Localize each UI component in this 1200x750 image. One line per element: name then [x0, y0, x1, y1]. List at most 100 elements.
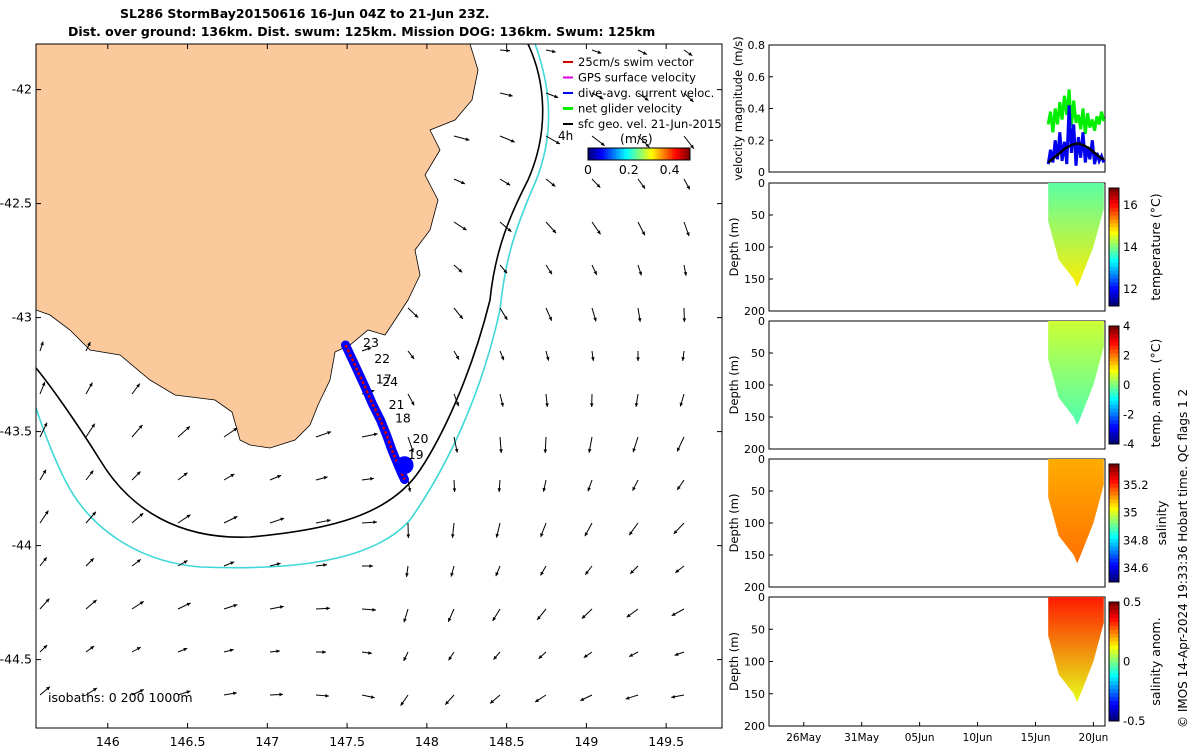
salinity-anomaly-section-ytick: 0: [758, 591, 765, 604]
current-vector-head: [683, 271, 688, 276]
current-vector-head: [551, 49, 556, 54]
temperature-anomaly-section-colorbar-segment: [1109, 404, 1119, 410]
current-vector-head: [497, 488, 502, 492]
current-vector-head: [186, 426, 190, 431]
current-vector-head: [370, 477, 374, 481]
isobath-1000m: [36, 44, 550, 569]
current-vector-head: [41, 381, 46, 386]
track-day-label: 18: [395, 410, 411, 425]
salinity-anomaly-section-colorbar-segment: [1109, 613, 1119, 619]
temperature-section-colorbar-segment: [1109, 235, 1119, 240]
temperature-section-fill: [1048, 183, 1104, 288]
current-vector-head: [681, 357, 685, 361]
temperature-section-colorbar-segment: [1109, 239, 1119, 244]
temperature-section-colorbar-tick: 14: [1123, 240, 1138, 254]
temperature-anomaly-section-colorbar-segment: [1109, 329, 1119, 335]
salinity-anomaly-section-colorbar-frame: [1108, 601, 1120, 722]
current-vector-head: [369, 564, 373, 568]
temperature-anomaly-section-colorbar-tick: -2: [1123, 408, 1134, 422]
colorbar-segment: [628, 148, 632, 160]
salinity-anomaly-section-ytick: 50: [751, 623, 765, 636]
track-day-label: 24: [382, 374, 398, 389]
temperature-section-colorbar-label: temperature (°C): [1148, 193, 1163, 300]
current-vector-head: [490, 699, 495, 704]
current-vector-head: [367, 347, 372, 351]
salinity-section-colorbar-segment: [1109, 558, 1119, 563]
current-vector-head: [671, 694, 676, 699]
temperature-section-colorbar-segment: [1109, 302, 1119, 307]
temperature-section-colorbar-segment: [1109, 188, 1119, 193]
map-ytick-label: -44.5: [0, 652, 32, 667]
current-vector-head: [323, 476, 328, 480]
current-vector-head: [587, 487, 591, 492]
temperature-anomaly-section-colorbar-segment: [1109, 408, 1119, 414]
colorbar-segment: [593, 148, 597, 160]
salinity-section-colorbar-tick: 35.2: [1123, 478, 1149, 492]
temperature-anomaly-section-colorbar-tick: -4: [1123, 437, 1134, 451]
map-xtick-label: 148.5: [489, 734, 525, 749]
title-line-1: SL286 StormBay20150616 16-Jun 04Z to 21-…: [120, 6, 490, 21]
current-vector-head: [589, 403, 594, 407]
temperature-anomaly-section-colorbar-segment: [1109, 400, 1119, 406]
legend-entry: net glider velocity: [578, 102, 682, 116]
current-vector-head: [634, 403, 639, 407]
salinity-anomaly-section-colorbar-segment: [1109, 709, 1119, 714]
salinity-anomaly-section-colorbar-segment: [1109, 661, 1119, 666]
map-xtick-label: 146: [96, 734, 120, 749]
current-vector-head: [450, 534, 455, 538]
salinity-anomaly-section-colorbar-segment: [1109, 689, 1119, 694]
colorbar-segment: [639, 148, 643, 160]
current-vector-head: [674, 652, 679, 656]
colorbar-segment: [682, 148, 686, 160]
colorbar-tick: 0.2: [619, 162, 639, 177]
current-vector-head: [500, 356, 505, 361]
colorbar-segment: [684, 148, 688, 160]
colorbar-segment: [610, 148, 614, 160]
current-vector-head: [186, 602, 191, 607]
current-vector-head: [323, 563, 327, 567]
current-vector-head: [276, 649, 280, 654]
current-vector-head: [230, 473, 235, 478]
current-vector-head: [89, 470, 94, 475]
current-vector-head: [405, 573, 409, 577]
current-vector-head: [186, 690, 191, 694]
current-vector-head: [139, 513, 144, 517]
temperature-section-colorbar-segment: [1109, 219, 1119, 224]
current-vector-head: [277, 475, 282, 479]
salinity-anomaly-section-colorbar-segment: [1109, 629, 1119, 635]
current-vector-head: [585, 570, 589, 575]
current-vector-head: [89, 382, 93, 387]
current-vector-head: [373, 432, 378, 437]
temperature-section-colorbar-segment: [1109, 215, 1119, 220]
current-vector-head: [644, 97, 649, 101]
colorbar-segment: [598, 148, 602, 160]
temperature-anomaly-section-colorbar-segment: [1109, 432, 1119, 437]
map-axis: 146 146.5 147 147.5 148 148.5 149 149.5 -42 -42.5…: [0, 44, 722, 749]
current-vector-head: [90, 646, 95, 650]
current-vector-head: [503, 315, 508, 320]
current-vector-head: [499, 449, 503, 453]
temperature-anomaly-section-colorbar-segment: [1109, 388, 1119, 394]
temperature-section-colorbar-segment: [1109, 203, 1119, 209]
current-vector-head: [403, 657, 407, 662]
current-vector-head: [406, 534, 411, 538]
current-vector-head: [326, 518, 331, 523]
current-vector-head: [688, 52, 693, 56]
current-vector-head: [445, 700, 450, 705]
current-vector-head: [630, 569, 635, 574]
current-vector-head: [92, 688, 97, 692]
velocity-series: [1046, 105, 1106, 166]
current-vector-head: [465, 137, 470, 141]
current-vector-head: [233, 428, 238, 432]
salinity-section-colorbar-segment: [1109, 464, 1119, 469]
salinity-anomaly-section-colorbar-tick: 0: [1123, 655, 1130, 669]
salinity-section-colorbar-segment: [1109, 534, 1119, 540]
temperature-section-colorbar-segment: [1109, 258, 1119, 264]
current-vector-head: [138, 424, 143, 429]
colorbar-segment: [654, 148, 658, 160]
current-vector-head: [591, 357, 595, 361]
temperature-anomaly-section-colorbar-frame: [1108, 325, 1120, 445]
current-vector-head: [46, 686, 50, 691]
